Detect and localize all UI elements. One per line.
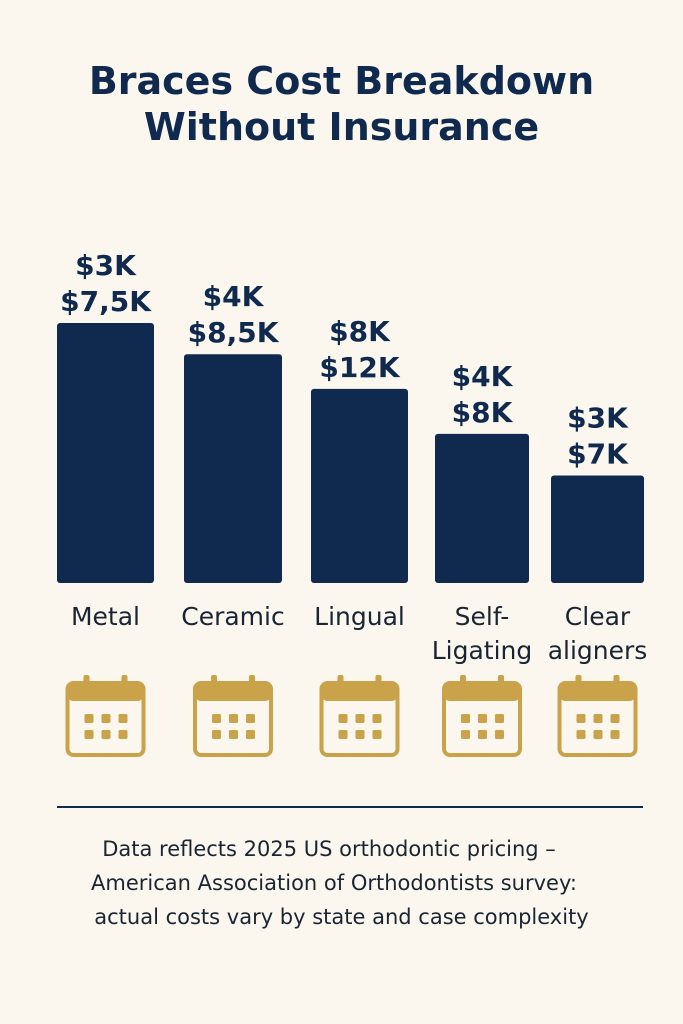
category-label-clear-aligners-1: Clear	[565, 602, 631, 631]
category-label-lingual: Lingual	[314, 602, 405, 631]
category-label-self-ligating-1: Self-	[455, 602, 510, 631]
bar-self-ligating	[435, 433, 529, 583]
data-label-lingual-low: $8K	[329, 315, 391, 348]
bar-ceramic	[184, 354, 282, 583]
divider-line	[57, 806, 643, 808]
bar-metal	[57, 323, 154, 583]
data-label-ceramic-low: $4K	[203, 280, 265, 313]
chart-title: Braces Cost Breakdown Without Insurance	[0, 58, 683, 150]
calendar-icon	[442, 675, 522, 757]
data-label-self-ligating-high: $8K	[452, 396, 514, 429]
data-label-clear-aligners-low: $3K	[567, 402, 629, 435]
calendar-icon	[65, 675, 146, 757]
category-label-clear-aligners-2: aligners	[548, 636, 648, 665]
data-label-ceramic-high: $8,5K	[188, 316, 280, 349]
bar-clear-aligners	[551, 475, 644, 583]
chart-title-line-1: Braces Cost Breakdown	[88, 59, 595, 103]
chart-title-line-2: Without Insurance	[143, 105, 540, 149]
footnote-line-1: Data reflects 2025 US orthodontic pricin…	[102, 837, 556, 861]
calendar-icon	[193, 675, 273, 757]
bar-lingual	[311, 388, 408, 583]
footnote-line-2: American Association of Orthodontists su…	[91, 871, 577, 895]
data-label-clear-aligners-high: $7K	[567, 438, 629, 471]
calendar-icon	[557, 675, 638, 757]
data-label-metal-high: $7,5K	[60, 285, 152, 318]
data-label-lingual-high: $12K	[319, 351, 400, 384]
data-label-metal-low: $3K	[75, 249, 137, 282]
category-label-metal: Metal	[71, 602, 140, 631]
calendar-icon	[319, 675, 400, 757]
bar-chart: $3K$7,5KMetal$4K$8,5KCeramic$8K$12KLingu…	[57, 249, 648, 757]
data-label-self-ligating-low: $4K	[452, 360, 514, 393]
footnote-line-3: actual costs vary by state and case comp…	[94, 905, 589, 929]
category-label-self-ligating-2: Ligating	[432, 636, 533, 665]
footnote: Data reflects 2025 US orthodontic pricin…	[0, 832, 683, 934]
category-label-ceramic: Ceramic	[181, 602, 284, 631]
